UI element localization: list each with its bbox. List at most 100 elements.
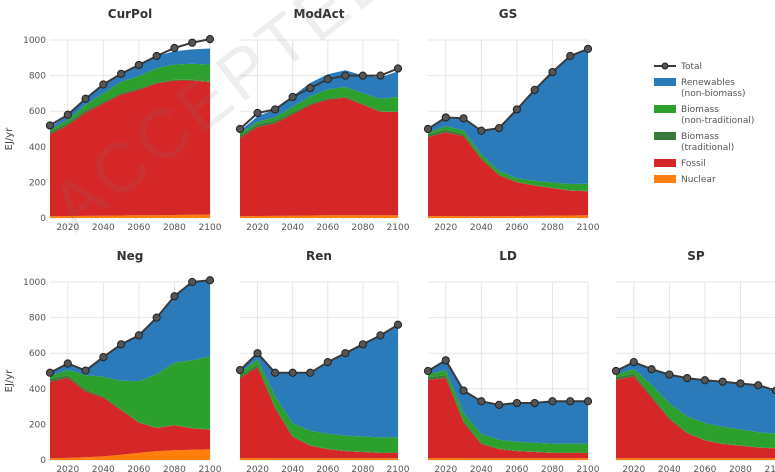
legend-label-renew: Renewables [681,78,735,88]
x-tick-label: 2060 [316,465,339,472]
total-point [134,60,143,70]
total-point [459,386,468,395]
total-point [117,69,126,78]
y-tick-label: 200 [29,420,46,430]
total-point [306,368,315,377]
area-renew [240,324,398,438]
total-point [170,43,179,53]
legend-marker-total [661,62,669,70]
y-tick-label: 400 [29,385,46,395]
area-nuclear [428,458,588,460]
total-point [170,292,179,301]
total-point [117,340,126,349]
total-line [49,38,211,127]
legend-label-total: Total [680,62,702,72]
total-point [423,124,433,134]
total-point [152,51,161,61]
area-renew [50,48,210,130]
y-tick-label: 800 [29,314,46,324]
x-tick-label: 2040 [470,223,493,233]
total-point [253,108,262,118]
total-point [495,400,504,409]
area-renew [616,362,775,434]
x-tick-label: 2060 [127,223,150,233]
total-point [700,376,709,385]
total-point [288,92,297,102]
y-tick-label: 1000 [23,36,46,46]
x-tick-label: 2060 [693,465,716,472]
total-point [548,67,557,77]
x-tick-label: 2020 [56,223,79,233]
x-tick-label: 2100 [387,223,410,233]
area-nuclear [428,215,588,218]
legend-swatch-nuclear [654,175,676,183]
x-tick-label: 2080 [163,223,186,233]
total-point [188,38,197,47]
total-point [358,71,367,80]
x-tick-label: 2060 [505,465,528,472]
total-point [99,80,108,89]
legend: TotalRenewables(non-biomass)Biomass(non-… [654,62,754,185]
area-biot [50,79,210,135]
x-tick-label: 2100 [199,223,222,233]
total-point [477,397,486,406]
legend-label-biot: Biomass [681,132,719,142]
panel-gs: 2020 2040 2060 2080 2100 GS [423,7,600,233]
area-fossil [50,80,210,217]
total-point [253,349,262,358]
total-point [271,105,280,114]
panel-curpol: 2020 2040 2060 2080 2100 0 200 400 600 800 1000 EJ/… [4,7,222,233]
total-point [235,366,245,375]
panel-ld: 2020 2040 2060 2080 2100 LD [423,249,600,472]
legend-label-nuclear: Nuclear [681,175,716,185]
total-point [134,331,143,340]
total-point [323,75,332,84]
total-point [323,358,332,367]
area-fossil [616,376,775,459]
x-tick-label: 2040 [92,223,115,233]
panel-neg: 2020 2040 2060 2080 2100 0 200 400 600 800 1000 EJ/… [4,249,222,472]
y-tick-label: 600 [29,349,46,359]
area-renew [240,70,398,134]
area-fossil [428,132,588,217]
panel-title: Neg [117,249,144,263]
total-point [736,379,745,388]
x-tick-label: 2060 [127,465,150,472]
panel-modact: 2020 2040 2060 2080 2100 ModAct [235,7,410,233]
panel-title: SP [687,249,705,263]
panel-title: LD [499,249,517,263]
area-fossil [240,97,398,217]
area-biont [428,126,588,191]
y-axis-label: EJ/yr [4,127,15,151]
legend-swatch-fossil [654,159,676,167]
legend-swatch-biont [654,105,676,113]
legend-label-biot: (traditional) [681,143,734,153]
total-point [306,83,315,93]
total-point [629,358,638,367]
total-point [441,113,450,122]
x-tick-label: 2020 [622,465,645,472]
x-tick-label: 2080 [163,465,186,472]
legend-label-biont: (non-traditional) [681,116,754,126]
total-point [566,397,575,406]
x-tick-label: 2020 [434,465,457,472]
total-point [393,64,403,73]
area-nuclear [50,214,210,218]
total-point [81,366,90,375]
x-tick-label: 2060 [505,223,528,233]
x-tick-label: 2080 [729,465,752,472]
total-point [63,110,72,119]
x-tick-label: 2100 [577,223,600,233]
area-biont [50,356,210,430]
total-point [45,121,55,130]
total-point [771,386,775,395]
area-biont [616,369,775,449]
area-biont [240,359,398,453]
x-tick-label: 2040 [92,465,115,472]
total-point [235,124,245,134]
total-point [495,124,504,133]
x-tick-label: 2080 [351,223,374,233]
total-point [271,368,280,377]
area-renew [428,360,588,444]
